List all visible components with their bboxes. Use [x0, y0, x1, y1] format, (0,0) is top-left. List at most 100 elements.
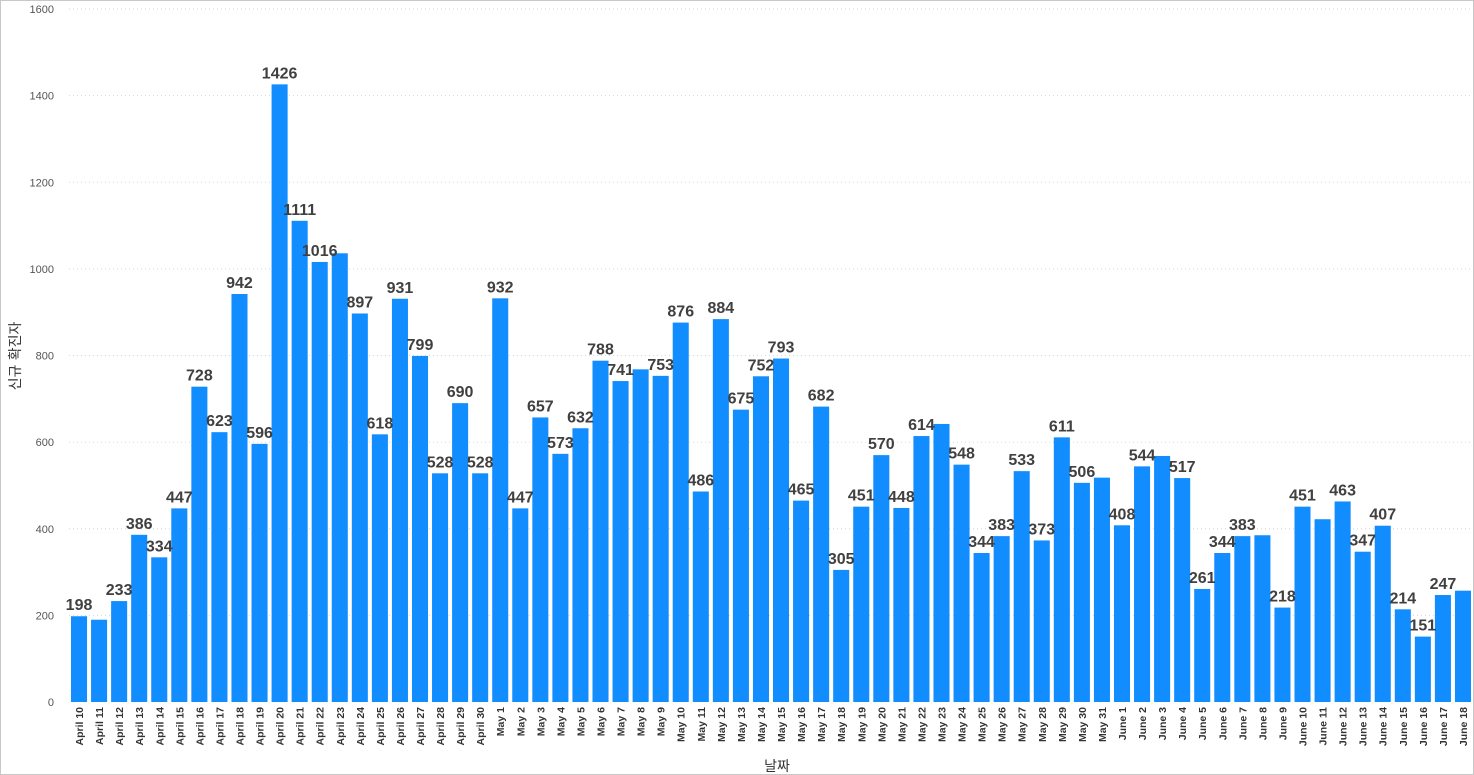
- x-tick-label: April 16: [194, 707, 206, 746]
- data-label: 632: [567, 409, 594, 426]
- bar: [632, 369, 649, 702]
- x-tick-label: June 3: [1157, 707, 1169, 740]
- x-tick-label: April 11: [94, 707, 106, 745]
- x-tick-label: April 25: [375, 707, 387, 746]
- x-axis-title: 날짜: [764, 759, 790, 774]
- bar: [151, 557, 168, 702]
- bar: [512, 508, 529, 702]
- bar: [853, 506, 870, 702]
- data-label: 1426: [262, 65, 298, 82]
- bar: [833, 569, 850, 702]
- x-tick-label: May 1: [495, 707, 507, 736]
- bar: [1194, 588, 1211, 702]
- x-tick-label: April 26: [395, 707, 407, 746]
- data-label: 799: [407, 337, 434, 354]
- data-label: 151: [1410, 618, 1437, 635]
- bar: [1033, 540, 1050, 702]
- data-label: 618: [367, 415, 394, 432]
- x-tick-label: April 19: [255, 707, 267, 746]
- x-tick-label: May 24: [957, 707, 969, 742]
- y-tick-label: 600: [36, 437, 54, 449]
- bar: [111, 601, 128, 702]
- bar: [371, 434, 388, 702]
- bar: [973, 553, 990, 702]
- bar: [1314, 519, 1331, 702]
- bar: [1394, 609, 1411, 702]
- x-tick-label: May 30: [1077, 707, 1089, 742]
- x-tick-label: June 1: [1117, 707, 1129, 740]
- x-tick-label: May 11: [696, 707, 708, 742]
- bar: [311, 261, 328, 702]
- bar: [692, 491, 709, 702]
- bar: [752, 376, 769, 702]
- data-label: 373: [1028, 521, 1055, 538]
- bar: [271, 84, 288, 702]
- data-label: 528: [427, 454, 454, 471]
- bar: [351, 313, 368, 702]
- bar: [712, 319, 729, 702]
- data-label: 932: [487, 279, 514, 296]
- x-tick-label: June 18: [1458, 707, 1470, 746]
- x-tick-label: May 8: [636, 707, 648, 736]
- data-label: 198: [66, 597, 93, 614]
- bar: [953, 464, 970, 702]
- x-tick-label: May 22: [916, 707, 928, 742]
- data-label: 247: [1430, 576, 1457, 593]
- y-tick-label: 0: [48, 697, 54, 709]
- bar: [552, 453, 569, 702]
- bar: [391, 298, 408, 702]
- data-label: 752: [748, 357, 775, 374]
- data-label: 533: [1008, 452, 1035, 469]
- bar: [652, 375, 669, 702]
- data-label: 218: [1269, 589, 1296, 606]
- bar: [1354, 551, 1371, 702]
- data-label: 506: [1069, 464, 1096, 481]
- bar: [131, 534, 148, 702]
- data-label: 1016: [302, 243, 338, 260]
- bar: [1214, 553, 1231, 702]
- bar: [492, 298, 509, 702]
- bar: [592, 360, 609, 702]
- x-tick-label: May 5: [575, 707, 587, 736]
- x-tick-label: May 3: [535, 707, 547, 736]
- data-labels: 198 233 386 334 447 728 623 942 596 1426 1111 1016 8…: [66, 65, 1457, 634]
- x-tick-label: April 15: [174, 707, 186, 746]
- x-tick-label: May 27: [1017, 707, 1029, 742]
- data-label: 611: [1049, 418, 1075, 435]
- bar: [993, 536, 1010, 702]
- bar: [1073, 482, 1090, 702]
- data-label: 570: [868, 436, 895, 453]
- x-tick-label: June 14: [1378, 707, 1390, 746]
- data-label: 884: [708, 300, 735, 317]
- bar: [793, 500, 810, 702]
- x-tick-label: May 29: [1057, 707, 1069, 742]
- x-tick-label: May 13: [736, 707, 748, 742]
- bar: [171, 508, 188, 702]
- x-tick-label: April 17: [214, 707, 226, 746]
- data-label: 448: [888, 489, 915, 506]
- data-label: 657: [527, 398, 554, 415]
- data-label: 675: [728, 391, 755, 408]
- bar: [1374, 525, 1391, 702]
- data-label: 408: [1109, 506, 1136, 523]
- x-tick-label: May 26: [997, 707, 1009, 742]
- data-label: 682: [808, 388, 835, 405]
- x-tick-label: April 24: [355, 707, 367, 746]
- bar: [773, 358, 790, 702]
- x-tick-label: June 7: [1237, 707, 1249, 740]
- x-tick-label: May 6: [596, 707, 608, 736]
- x-tick-label: April 28: [435, 707, 447, 746]
- data-label: 383: [1229, 517, 1256, 534]
- bar: [1334, 501, 1351, 702]
- data-label: 383: [988, 517, 1015, 534]
- data-label: 465: [788, 482, 815, 499]
- bar: [913, 436, 930, 702]
- bar: [1414, 636, 1431, 702]
- data-label: 573: [547, 435, 574, 452]
- bar: [91, 619, 108, 702]
- data-label: 548: [948, 446, 975, 463]
- x-tick-label: June 6: [1217, 707, 1229, 740]
- data-label: 876: [667, 304, 694, 321]
- data-label: 451: [848, 488, 875, 505]
